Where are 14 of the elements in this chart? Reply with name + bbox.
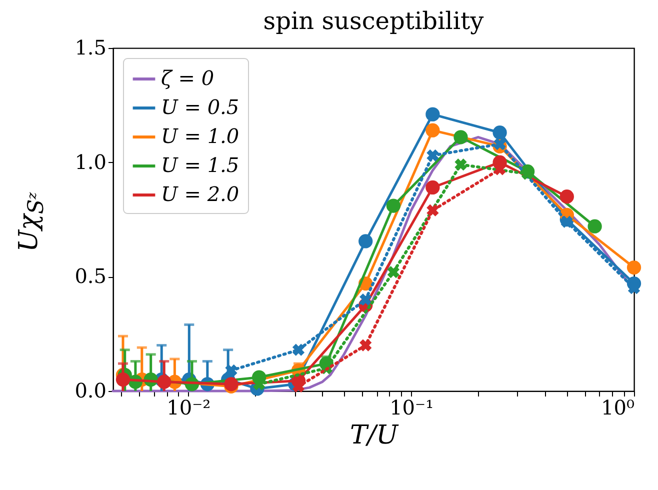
legend-label: U = 2.0 — [161, 182, 240, 206]
chart-title: spin susceptibility — [263, 7, 484, 35]
y-tick-label: 1.0 — [74, 150, 106, 174]
legend-label: U = 1.0 — [161, 124, 240, 148]
legend-label: U = 1.5 — [161, 153, 240, 177]
y-tick-label: 0.0 — [74, 378, 106, 402]
y-tick-label: 0.5 — [74, 264, 106, 288]
y-tick-label: 1.5 — [74, 36, 106, 60]
legend-label: ζ = 0 — [161, 66, 214, 90]
x-tick-label: 10⁰ — [601, 396, 634, 420]
x-tick-label: 10⁻¹ — [390, 396, 434, 420]
x-axis-title: T/U — [350, 420, 400, 450]
legend-label: U = 0.5 — [161, 95, 240, 119]
x-tick-label: 10⁻² — [166, 396, 211, 420]
